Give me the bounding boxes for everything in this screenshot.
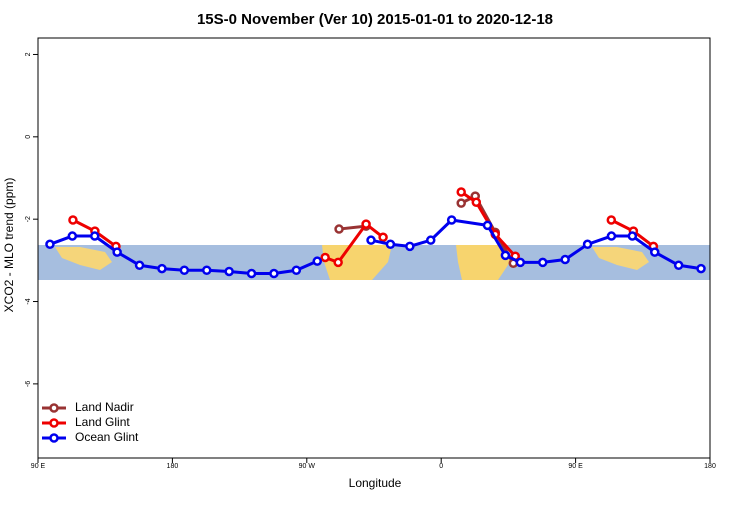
point [68, 215, 78, 225]
point [67, 231, 78, 241]
point [405, 241, 415, 252]
land [322, 245, 392, 280]
point [537, 257, 548, 268]
point [45, 239, 55, 250]
point [134, 260, 145, 271]
point [179, 265, 190, 275]
x-axis-label: Longitude [349, 476, 402, 490]
point [378, 232, 388, 243]
land [55, 247, 112, 270]
point [333, 257, 343, 268]
point [649, 247, 660, 257]
point [112, 247, 122, 257]
point [361, 219, 371, 229]
point [500, 250, 511, 261]
x-tick-label: 180 [167, 463, 179, 470]
point [696, 263, 706, 274]
point [246, 268, 257, 279]
x-tick-label: 90 E [568, 463, 583, 470]
point [582, 239, 593, 250]
y-tick-label: 2 [25, 52, 32, 56]
point [471, 197, 482, 208]
point [606, 231, 617, 241]
y-tick-label: -6 [25, 381, 32, 387]
point [456, 198, 466, 208]
x-tick-label: 180 [704, 463, 716, 470]
y-axis-label: XCO2 - MLO trend (ppm) [2, 178, 16, 313]
point [560, 254, 570, 265]
point [385, 239, 396, 250]
map-band [38, 245, 710, 280]
legend-label: Ocean Glint [75, 430, 139, 444]
point [515, 257, 526, 268]
point [157, 263, 167, 274]
land [592, 247, 649, 270]
point [482, 220, 493, 231]
point [366, 235, 376, 245]
point [89, 231, 100, 241]
point [606, 215, 617, 225]
legend-marker [49, 433, 59, 443]
legend-marker [49, 403, 59, 413]
y-tick-label: -2 [25, 216, 32, 222]
legend-marker [49, 418, 59, 428]
point [446, 215, 457, 225]
x-tick-label: 90 W [299, 463, 316, 470]
point [312, 256, 323, 266]
plot-frame [37, 37, 711, 459]
x-tick-label: 0 [439, 463, 443, 470]
point [201, 265, 212, 275]
chart-title: 15S-0 November (Ver 10) 2015-01-01 to 20… [197, 11, 553, 28]
point [456, 187, 466, 197]
legend-label: Land Nadir [75, 400, 134, 414]
point [269, 268, 279, 279]
y-tick-label: -4 [25, 298, 32, 304]
point [334, 224, 344, 234]
point [627, 231, 638, 241]
point [673, 260, 684, 271]
point [291, 265, 302, 275]
x-tick-label: 90 E [31, 463, 46, 470]
legend-label: Land Glint [75, 415, 130, 429]
point [425, 235, 436, 245]
point [320, 252, 330, 263]
point [224, 266, 234, 277]
y-tick-label: 0 [25, 135, 32, 139]
land [456, 245, 510, 280]
